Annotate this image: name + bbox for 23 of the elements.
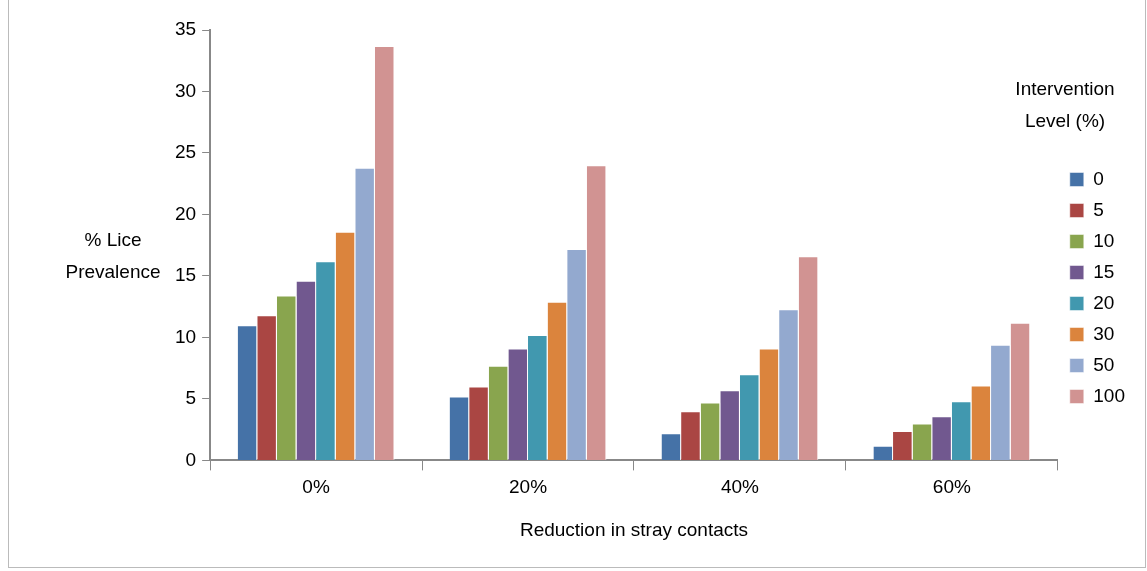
y-tick-label: 15 — [174, 264, 197, 286]
legend-label: 50 — [1093, 353, 1115, 375]
legend-label: 100 — [1093, 384, 1125, 406]
x-axis-title: Reduction in stray contacts — [519, 518, 749, 540]
y-tick-label: 25 — [174, 141, 197, 163]
x-tick-label: 60% — [932, 476, 971, 498]
legend-label: 15 — [1093, 260, 1115, 282]
y-tick-label: 30 — [174, 79, 197, 101]
legend-label: 5 — [1093, 198, 1104, 220]
x-tick-label: 20% — [508, 476, 548, 498]
y-tick-label: 0 — [185, 448, 197, 470]
legend-label: 0 — [1093, 167, 1104, 189]
legend-label: 30 — [1093, 322, 1115, 344]
y-tick-label: 20 — [174, 202, 197, 224]
y-tick-label: 10 — [174, 325, 197, 347]
x-tick-label: 0% — [302, 476, 330, 498]
y-tick-label: 5 — [185, 387, 197, 409]
legend-title: Intervention Level (%) — [1015, 78, 1115, 132]
legend-label: 10 — [1093, 229, 1115, 251]
x-tick-label: 40% — [720, 476, 760, 498]
legend-label: 20 — [1093, 291, 1115, 313]
y-axis-title: % Lice Prevalence — [65, 229, 161, 283]
y-tick-label: 35 — [174, 18, 197, 40]
